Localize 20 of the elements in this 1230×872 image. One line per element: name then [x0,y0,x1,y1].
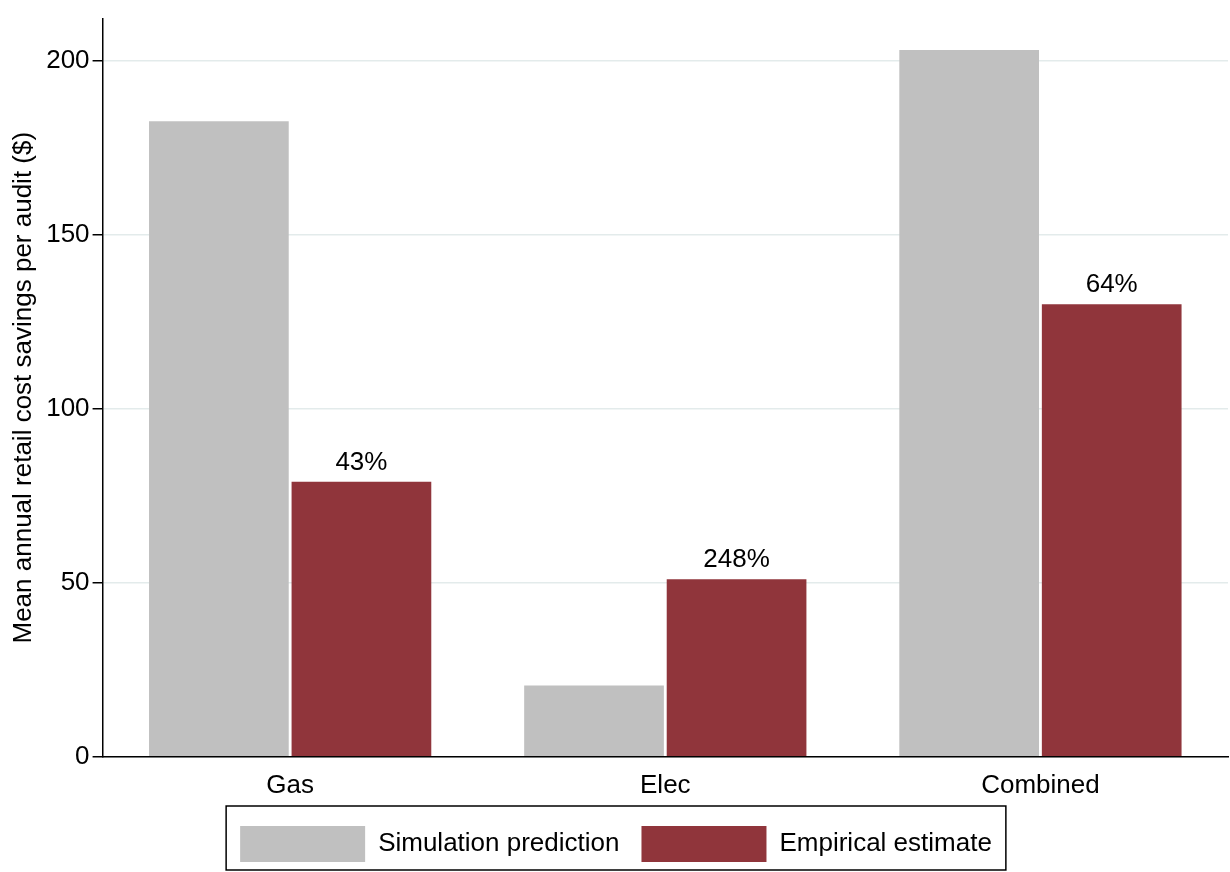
bar [666,579,807,757]
bar [291,481,432,757]
bar [1041,304,1182,757]
annotation: 43% [335,445,388,476]
y-axis-title: Mean annual retail cost savings per audit ($) [6,131,37,644]
y-tick-label: 100 [46,391,90,422]
y-tick-label: 50 [60,565,90,596]
annotation: 248% [703,543,770,574]
bar [524,685,664,757]
x-tick-label: Gas [266,768,314,799]
x-tick-label: Elec [640,768,691,799]
y-tick-label: 150 [46,217,90,248]
bar [149,121,289,757]
legend-label: Empirical estimate [779,827,992,858]
legend-label: Simulation prediction [378,827,620,858]
x-tick-label: Combined [981,768,1100,799]
annotation: 64% [1085,268,1138,299]
bar [899,49,1039,757]
y-tick-label: 0 [75,739,90,770]
y-tick-label: 200 [46,43,90,74]
